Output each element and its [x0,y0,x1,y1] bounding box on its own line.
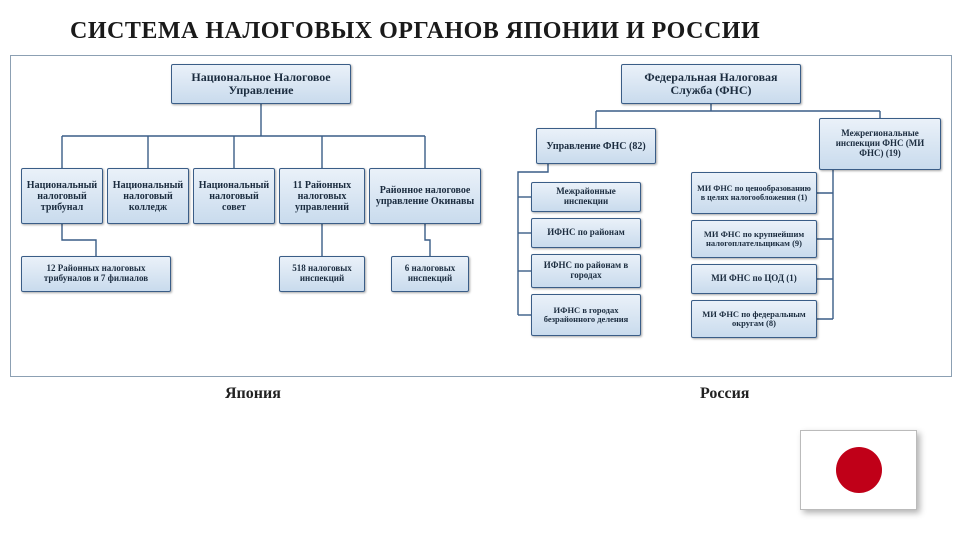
caption-russia: Россия [700,385,749,403]
node-r_upr: Управление ФНС (82) [536,128,656,164]
node-r_r3: МИ ФНС по ЦОД (1) [691,264,817,294]
flag-dot [836,447,882,493]
node-r_r4: МИ ФНС по федеральным округам (8) [691,300,817,338]
node-r_root: Федеральная Налоговая Служба (ФНС) [621,64,801,104]
caption-japan: Япония [225,385,281,403]
node-r_m3: ИФНС по районам в городах [531,254,641,288]
node-j_6: 6 налоговых инспекций [391,256,469,292]
node-r_mr: Межрегиональные инспекции ФНС (МИ ФНС) (… [819,118,941,170]
node-r_m4: ИФНС в городах безрайонного деления [531,294,641,336]
node-j_trib: Национальный налоговый трибунал [21,168,103,224]
node-j_root: Национальное Налоговое Управление [171,64,351,104]
page-title: СИСТЕМА НАЛОГОВЫХ ОРГАНОВ ЯПОНИИ И РОССИ… [70,18,760,45]
node-j_col: Национальный налоговый колледж [107,168,189,224]
node-j_oki: Районное налоговое управление Окинавы [369,168,481,224]
diagram-canvas: Национальное Налоговое Управление Национа… [10,55,952,377]
node-j_sov: Национальный налоговый совет [193,168,275,224]
node-r_r2: МИ ФНС по крупнейшим налогоплательщикам … [691,220,817,258]
japan-flag [800,430,917,510]
node-r_m1: Межрайонные инспекции [531,182,641,212]
node-j_518: 518 налоговых инспекций [279,256,365,292]
node-j_12: 12 Районных налоговых трибуналов и 7 фил… [21,256,171,292]
node-r_m2: ИФНС по районам [531,218,641,248]
node-j_11: 11 Районных налоговых управлений [279,168,365,224]
node-r_r1: МИ ФНС по ценообразованию в целях налого… [691,172,817,214]
